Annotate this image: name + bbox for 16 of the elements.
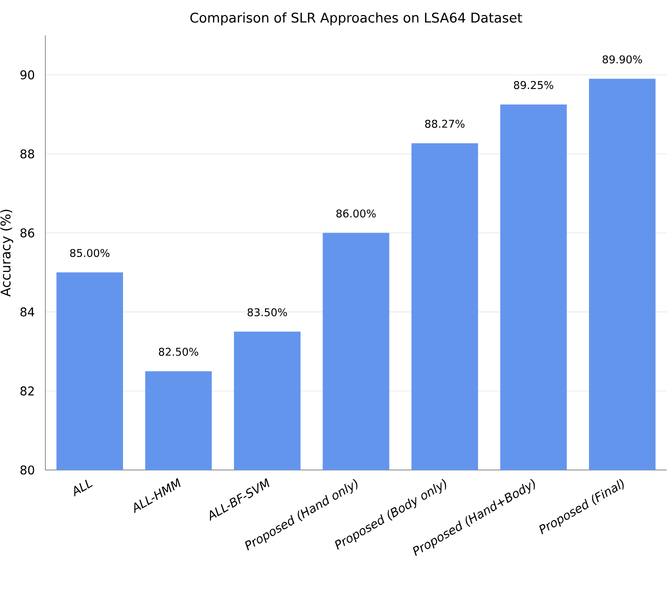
data-label: 88.27% [425,120,464,128]
data-label: 85.00% [70,248,110,258]
y-tick-label: 88 [20,149,34,158]
data-label: 86.00% [336,209,376,218]
chart-title: Comparison of SLR Approaches on LSA64 Dataset [190,12,522,26]
y-tick-label: 86 [20,228,34,238]
y-tick-label: 90 [20,70,34,80]
y-tick-label: 82 [20,386,34,396]
data-label: 89.90% [602,55,642,64]
y-tick-label: 84 [20,307,34,316]
data-label: 83.50% [248,308,287,316]
y-tick-label: 80 [20,465,34,475]
x-tick-label: ALL [74,480,93,497]
data-label: 89.25% [514,81,554,90]
data-label: 82.50% [158,348,198,356]
y-axis-title: Accuracy (%) [0,210,14,297]
